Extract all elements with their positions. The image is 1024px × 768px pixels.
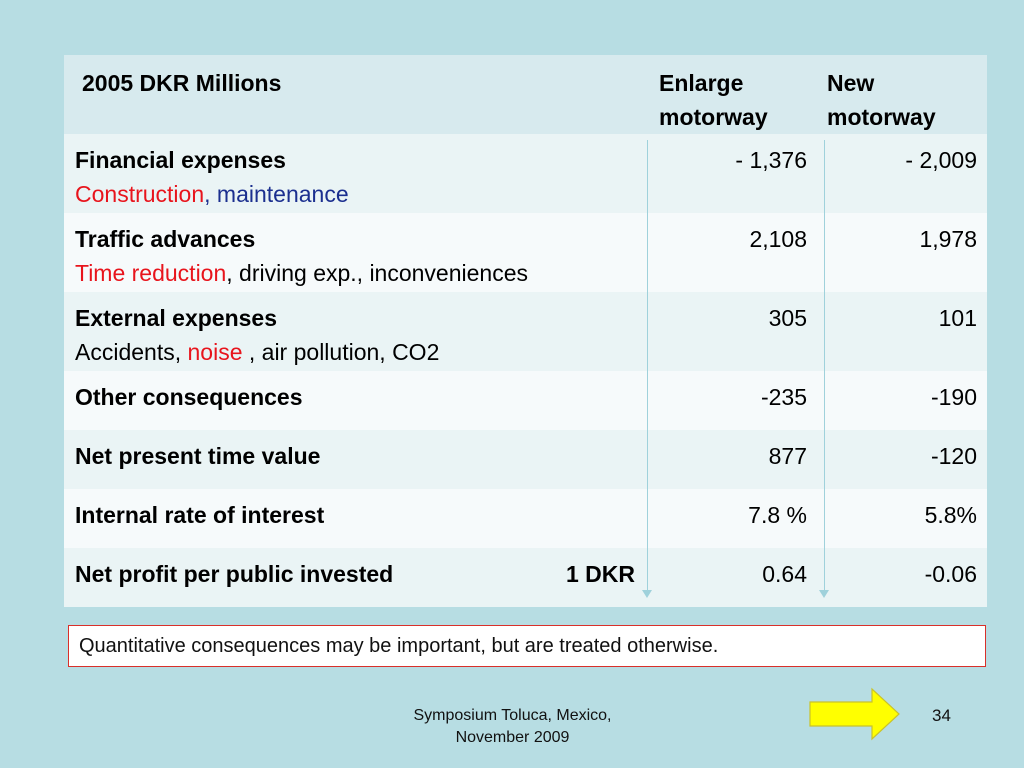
row-title: Net profit per public invested xyxy=(75,561,394,587)
row-subtitle-part: Time reduction xyxy=(75,260,227,286)
value-enlarge: 7.8 % xyxy=(748,502,807,528)
row-title: Internal rate of interest xyxy=(75,502,325,528)
note-box: Quantitative consequences may be importa… xyxy=(68,625,986,667)
header-new-motorway: New motorway xyxy=(827,70,936,130)
page-number: 34 xyxy=(932,706,951,725)
table-row: Net present time value 877 -120 xyxy=(64,430,987,489)
table-row: Other consequences -235 -190 xyxy=(64,371,987,430)
row-title: Traffic advances xyxy=(75,226,256,252)
value-new: -0.06 xyxy=(924,561,977,587)
value-new: -120 xyxy=(930,443,977,469)
value-enlarge: 0.64 xyxy=(762,561,807,587)
value-enlarge: -235 xyxy=(760,384,807,410)
row-subtitle-part: noise xyxy=(187,339,243,365)
value-enlarge: 877 xyxy=(768,443,807,469)
row-subtitle: Construction, maintenance xyxy=(75,177,639,211)
row-subtitle: Accidents, noise , air pollution, CO2 xyxy=(75,335,639,369)
next-slide-arrow-icon[interactable] xyxy=(808,686,902,742)
table-row: Net profit per public invested 1 DKR 0.6… xyxy=(64,548,987,607)
value-enlarge: 2,108 xyxy=(749,226,807,252)
row-label-cell: Net profit per public invested 1 DKR xyxy=(64,548,649,607)
table-header-row: 2005 DKR Millions Enlarge motorway New m… xyxy=(64,55,987,134)
value-new: 101 xyxy=(938,305,977,331)
row-title: Financial expenses xyxy=(75,147,286,173)
row-subtitle-part: , driving exp., inconveniences xyxy=(226,260,528,286)
value-new: 1,978 xyxy=(919,226,977,252)
footer-line: Symposium Toluca, Mexico, xyxy=(413,707,612,724)
down-arrow-head-icon xyxy=(642,590,652,598)
row-label-cell: External expenses Accidents, noise , air… xyxy=(64,292,649,371)
row-title-suffix: 1 DKR xyxy=(565,561,635,587)
row-subtitle-part: Accidents, xyxy=(75,339,188,365)
value-new: -190 xyxy=(930,384,977,410)
row-subtitle: Time reduction, driving exp., inconvenie… xyxy=(75,256,639,290)
cost-benefit-table: 2005 DKR Millions Enlarge motorway New m… xyxy=(64,55,987,607)
value-new: - 2,009 xyxy=(905,147,977,173)
footer: Symposium Toluca, Mexico, November 2009 xyxy=(380,705,645,749)
table-row: Traffic advances Time reduction, driving… xyxy=(64,213,987,292)
header-label: 2005 DKR Millions xyxy=(82,70,282,96)
row-title: Other consequences xyxy=(75,384,303,410)
row-subtitle-part: , xyxy=(204,181,211,207)
row-title: External expenses xyxy=(75,305,278,331)
row-subtitle-part: maintenance xyxy=(210,181,349,207)
row-subtitle-part: , air pollution, CO2 xyxy=(242,339,440,365)
table-row: External expenses Accidents, noise , air… xyxy=(64,292,987,371)
table-row: Internal rate of interest 7.8 % 5.8% xyxy=(64,489,987,548)
down-arrow-head-icon xyxy=(819,590,829,598)
down-arrow-line xyxy=(647,140,648,592)
row-label-cell: Traffic advances Time reduction, driving… xyxy=(64,213,649,292)
down-arrow-line xyxy=(824,140,825,592)
row-title: Net present time value xyxy=(75,443,321,469)
row-label-cell: Financial expenses Construction, mainten… xyxy=(64,134,649,213)
value-enlarge: - 1,376 xyxy=(735,147,807,173)
footer-line: November 2009 xyxy=(455,729,570,746)
value-enlarge: 305 xyxy=(768,305,807,331)
value-new: 5.8% xyxy=(924,502,977,528)
header-enlarge-motorway: Enlarge motorway xyxy=(659,70,768,130)
table-row: Financial expenses Construction, mainten… xyxy=(64,134,987,213)
row-subtitle-part: Construction xyxy=(75,181,205,207)
